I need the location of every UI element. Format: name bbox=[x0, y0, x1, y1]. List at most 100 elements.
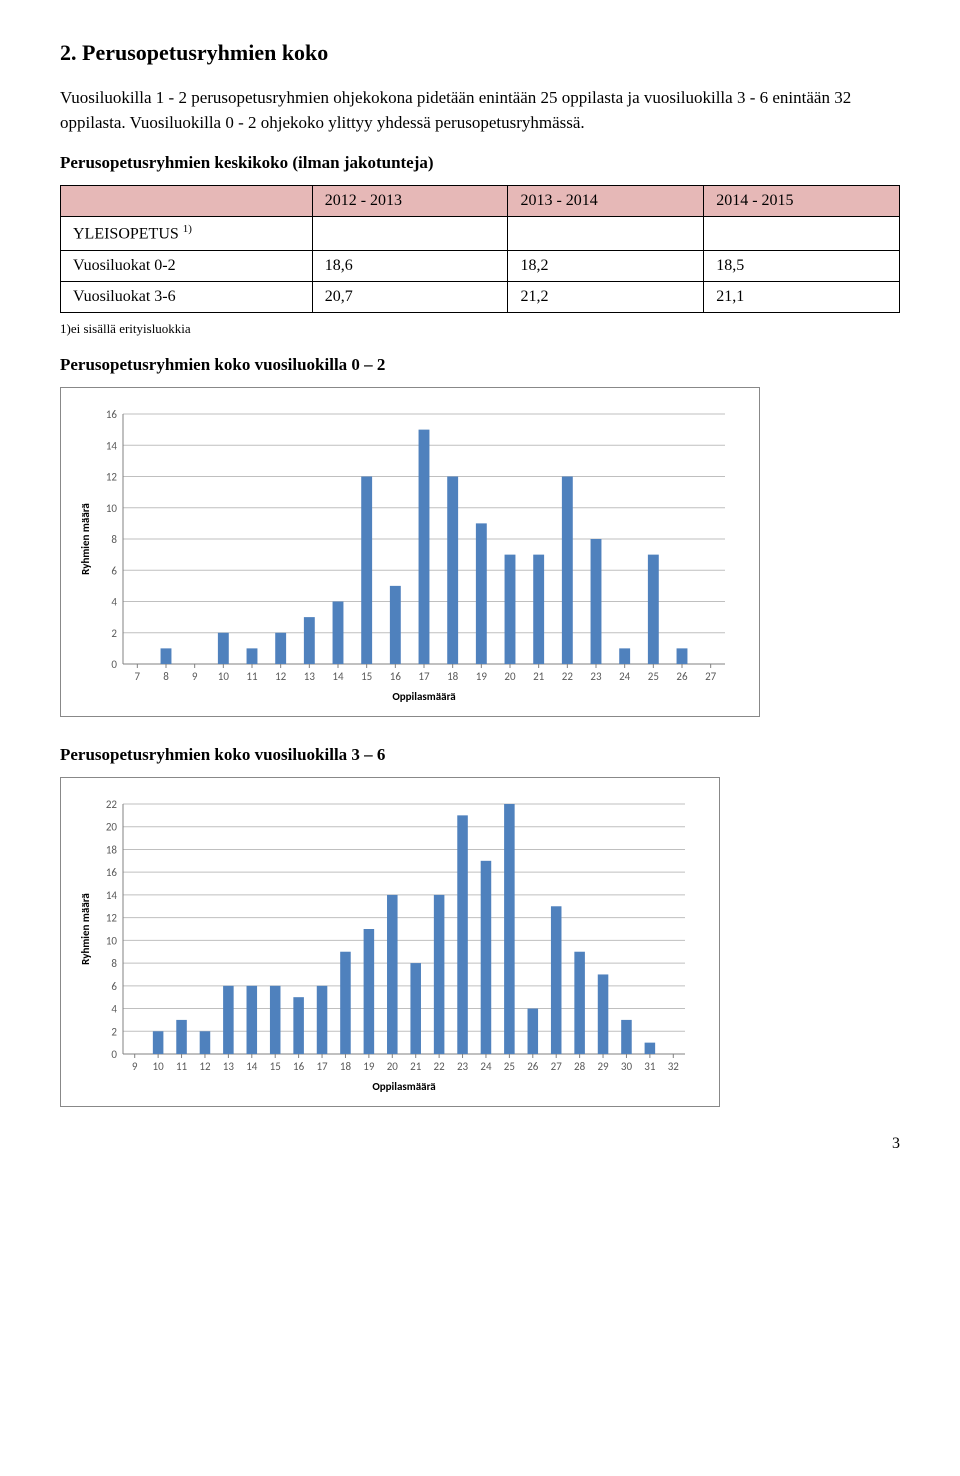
chart1-heading: Perusopetusryhmien koko vuosiluokilla 0 … bbox=[60, 355, 900, 375]
chart2-heading: Perusopetusryhmien koko vuosiluokilla 3 … bbox=[60, 745, 900, 765]
chart2: 0246810121416182022910111213141516171819… bbox=[75, 796, 695, 1096]
table-header-col1: 2012 - 2013 bbox=[312, 186, 508, 217]
svg-text:16: 16 bbox=[106, 866, 118, 879]
svg-text:4: 4 bbox=[111, 595, 117, 608]
table-footnote: 1)ei sisällä erityisluokkia bbox=[60, 321, 900, 337]
svg-text:15: 15 bbox=[270, 1060, 281, 1073]
svg-text:21: 21 bbox=[410, 1060, 422, 1073]
svg-text:8: 8 bbox=[111, 957, 117, 970]
table-cell: YLEISOPETUS 1) bbox=[61, 217, 313, 250]
table-cell: 18,5 bbox=[704, 250, 900, 281]
svg-text:19: 19 bbox=[363, 1060, 375, 1073]
svg-text:15: 15 bbox=[361, 670, 372, 683]
chart2-container: 0246810121416182022910111213141516171819… bbox=[60, 777, 720, 1107]
intro-paragraph: Vuosiluokilla 1 - 2 perusopetusryhmien o… bbox=[60, 86, 900, 135]
svg-text:26: 26 bbox=[676, 670, 688, 683]
svg-text:6: 6 bbox=[111, 979, 117, 992]
svg-text:11: 11 bbox=[176, 1060, 188, 1073]
svg-text:27: 27 bbox=[705, 670, 717, 683]
svg-text:23: 23 bbox=[457, 1060, 469, 1073]
svg-text:20: 20 bbox=[106, 820, 118, 833]
svg-text:14: 14 bbox=[246, 1060, 258, 1073]
svg-text:21: 21 bbox=[533, 670, 545, 683]
table-row: Vuosiluokat 3-620,721,221,1 bbox=[61, 281, 900, 312]
avg-size-table: 2012 - 2013 2013 - 2014 2014 - 2015 YLEI… bbox=[60, 185, 900, 312]
table-cell: Vuosiluokat 3-6 bbox=[61, 281, 313, 312]
svg-text:2: 2 bbox=[111, 1025, 117, 1038]
svg-text:6: 6 bbox=[111, 564, 117, 577]
svg-text:24: 24 bbox=[619, 670, 631, 683]
table-row: Vuosiluokat 0-218,618,218,5 bbox=[61, 250, 900, 281]
svg-text:16: 16 bbox=[106, 408, 118, 421]
svg-text:18: 18 bbox=[340, 1060, 352, 1073]
svg-text:17: 17 bbox=[316, 1060, 328, 1073]
svg-text:25: 25 bbox=[648, 670, 659, 683]
svg-text:16: 16 bbox=[390, 670, 402, 683]
svg-text:11: 11 bbox=[246, 670, 258, 683]
svg-text:13: 13 bbox=[304, 670, 316, 683]
svg-text:13: 13 bbox=[223, 1060, 235, 1073]
svg-text:30: 30 bbox=[621, 1060, 633, 1073]
table-cell: 21,2 bbox=[508, 281, 704, 312]
svg-text:12: 12 bbox=[275, 670, 287, 683]
svg-text:28: 28 bbox=[574, 1060, 586, 1073]
svg-text:0: 0 bbox=[111, 1048, 117, 1061]
svg-text:12: 12 bbox=[106, 470, 118, 483]
table-cell bbox=[312, 217, 508, 250]
svg-text:18: 18 bbox=[106, 843, 118, 856]
svg-text:25: 25 bbox=[504, 1060, 515, 1073]
svg-text:Oppilasmäärä: Oppilasmäärä bbox=[372, 1080, 435, 1093]
svg-text:2: 2 bbox=[111, 626, 117, 639]
svg-text:19: 19 bbox=[476, 670, 488, 683]
svg-text:0: 0 bbox=[111, 658, 117, 671]
table-header-col2: 2013 - 2014 bbox=[508, 186, 704, 217]
svg-text:10: 10 bbox=[106, 501, 118, 514]
table-cell: Vuosiluokat 0-2 bbox=[61, 250, 313, 281]
svg-text:9: 9 bbox=[132, 1060, 138, 1073]
table-cell: 18,2 bbox=[508, 250, 704, 281]
page-number: 3 bbox=[60, 1135, 900, 1153]
table-row: YLEISOPETUS 1) bbox=[61, 217, 900, 250]
svg-text:20: 20 bbox=[504, 670, 516, 683]
svg-text:18: 18 bbox=[447, 670, 459, 683]
table-cell bbox=[508, 217, 704, 250]
svg-text:22: 22 bbox=[106, 798, 118, 811]
svg-text:10: 10 bbox=[153, 1060, 165, 1073]
svg-text:22: 22 bbox=[562, 670, 574, 683]
svg-text:8: 8 bbox=[163, 670, 169, 683]
svg-text:10: 10 bbox=[218, 670, 230, 683]
svg-text:16: 16 bbox=[293, 1060, 305, 1073]
table-header-empty bbox=[61, 186, 313, 217]
svg-text:Ryhmien määrä: Ryhmien määrä bbox=[79, 893, 92, 965]
svg-text:27: 27 bbox=[551, 1060, 563, 1073]
table-heading: Perusopetusryhmien keskikoko (ilman jako… bbox=[60, 153, 900, 173]
svg-text:9: 9 bbox=[192, 670, 198, 683]
table-header-col3: 2014 - 2015 bbox=[704, 186, 900, 217]
svg-text:31: 31 bbox=[644, 1060, 656, 1073]
svg-text:32: 32 bbox=[668, 1060, 680, 1073]
section-heading: 2. Perusopetusryhmien koko bbox=[60, 40, 900, 66]
table-cell: 18,6 bbox=[312, 250, 508, 281]
chart1: 0246810121416789101112131415161718192021… bbox=[75, 406, 735, 706]
svg-text:26: 26 bbox=[527, 1060, 539, 1073]
svg-text:22: 22 bbox=[434, 1060, 446, 1073]
svg-text:10: 10 bbox=[106, 934, 118, 947]
svg-text:14: 14 bbox=[332, 670, 344, 683]
table-cell: 21,1 bbox=[704, 281, 900, 312]
svg-text:Ryhmien määrä: Ryhmien määrä bbox=[79, 503, 92, 575]
svg-text:12: 12 bbox=[106, 911, 118, 924]
chart1-container: 0246810121416789101112131415161718192021… bbox=[60, 387, 760, 717]
svg-text:14: 14 bbox=[106, 439, 118, 452]
svg-text:8: 8 bbox=[111, 533, 117, 546]
table-cell: 20,7 bbox=[312, 281, 508, 312]
svg-text:23: 23 bbox=[590, 670, 602, 683]
svg-text:24: 24 bbox=[480, 1060, 492, 1073]
svg-text:12: 12 bbox=[199, 1060, 211, 1073]
svg-text:4: 4 bbox=[111, 1002, 117, 1015]
svg-text:14: 14 bbox=[106, 889, 118, 902]
svg-text:29: 29 bbox=[597, 1060, 609, 1073]
svg-text:17: 17 bbox=[418, 670, 430, 683]
svg-text:20: 20 bbox=[387, 1060, 399, 1073]
table-cell bbox=[704, 217, 900, 250]
svg-text:7: 7 bbox=[135, 670, 141, 683]
